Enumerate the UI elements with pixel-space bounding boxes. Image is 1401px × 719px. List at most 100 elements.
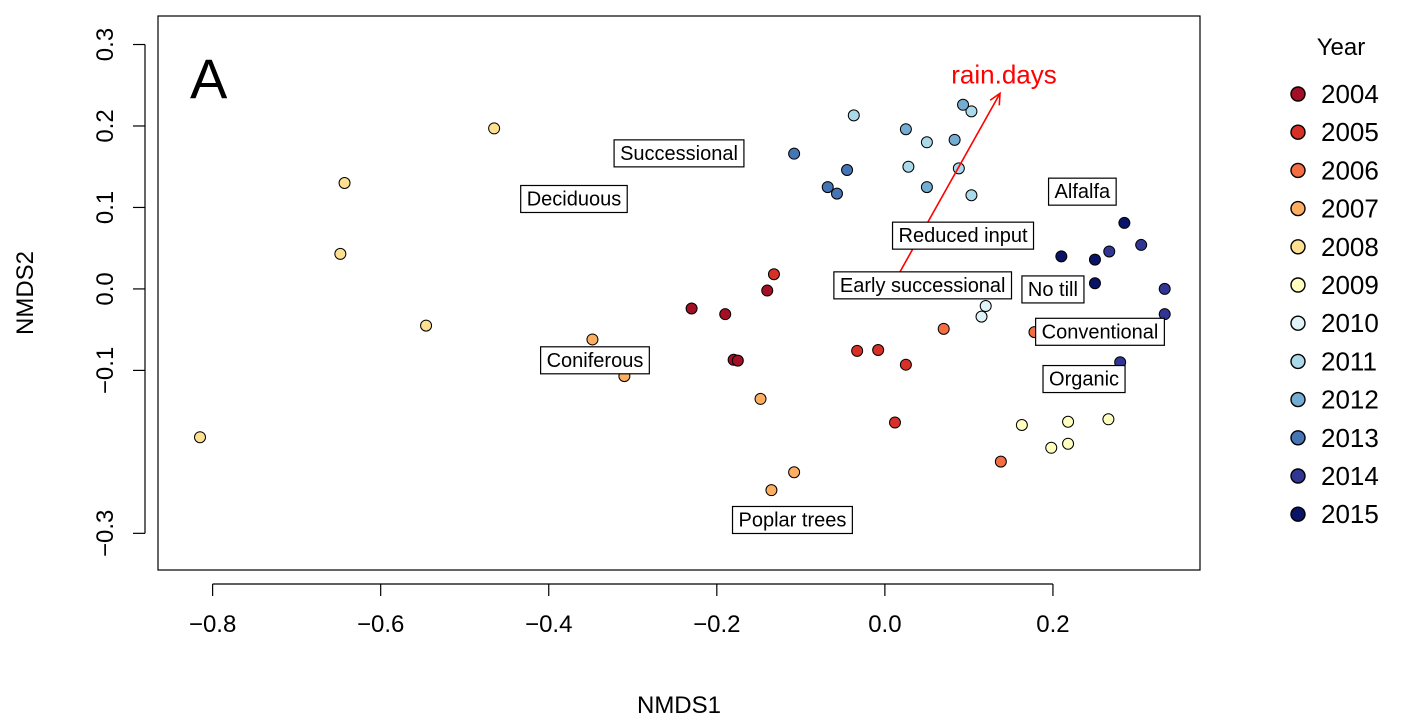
point-2014: [1103, 245, 1116, 258]
legend: Year 2004 2005 2006 2007 2008 2009 2010 2011 201…: [1290, 34, 1379, 529]
legend-swatch-2007: [1290, 200, 1306, 217]
point-2012: [957, 98, 970, 111]
y-tick-label: 0.3: [92, 28, 119, 61]
legend-swatch-2011: [1290, 353, 1306, 370]
point-2008: [420, 319, 433, 332]
legend-label: 2007: [1321, 194, 1379, 224]
point-2009: [1062, 437, 1075, 450]
panel-label: A: [190, 47, 228, 110]
site-label-box: [891, 221, 1035, 250]
point-2008: [334, 247, 347, 260]
site-label-box: [613, 139, 745, 168]
x-tick-label: 0.0: [868, 611, 901, 638]
point-2011: [847, 109, 860, 122]
point-2011: [965, 105, 978, 118]
point-2012: [899, 123, 912, 136]
point-2005: [767, 268, 780, 281]
point-2007: [788, 466, 801, 479]
y-tick-label: −0.1: [92, 347, 119, 394]
vector-shaft: [894, 93, 1001, 282]
site-label: Poplar trees: [731, 505, 853, 535]
y-tick-label: 0.0: [92, 272, 119, 305]
point-2005: [851, 344, 864, 357]
legend-label: 2009: [1321, 270, 1379, 300]
site-label-text: Coniferous: [547, 350, 644, 372]
site-label: Deciduous: [520, 184, 628, 214]
point-2010: [979, 300, 992, 313]
site-label-box: [520, 184, 628, 214]
legend-label: 2013: [1321, 423, 1379, 453]
legend-swatch-2015: [1290, 506, 1306, 522]
site-label-box: [1047, 177, 1117, 206]
vector-arrowhead: [989, 91, 1001, 106]
point-2012: [920, 181, 933, 194]
y-tick-label: −0.3: [92, 510, 119, 557]
site-label-text: Conventional: [1042, 321, 1159, 343]
point-2010: [975, 310, 988, 323]
site-label-text: Poplar trees: [739, 509, 847, 531]
point-2004: [685, 302, 698, 315]
point-2011: [965, 189, 978, 202]
legend-swatch-2012: [1290, 391, 1306, 408]
point-2008: [338, 177, 351, 190]
point-2004: [731, 354, 744, 367]
point-2013: [830, 187, 843, 200]
site-label-box: [1021, 275, 1085, 304]
point-2011: [920, 136, 933, 149]
point-2013: [821, 181, 834, 194]
legend-label: 2006: [1321, 155, 1379, 185]
point-2013: [788, 147, 801, 160]
legend-swatch-2005: [1290, 124, 1306, 140]
point-2008: [194, 431, 207, 444]
x-tick-label: −0.8: [189, 611, 236, 638]
legend-label: 2010: [1321, 308, 1379, 338]
point-2015: [1088, 277, 1101, 290]
point-2009: [1045, 441, 1058, 454]
point-2011: [902, 160, 915, 173]
legend-swatch-2014: [1290, 468, 1306, 484]
plot-frame: [157, 15, 1201, 571]
site-label: Successional: [613, 139, 745, 168]
site-label-box: [540, 346, 650, 375]
x-axis-label: NMDS1: [637, 692, 721, 719]
y-tick-label: 0.2: [92, 109, 119, 142]
legend-label: 2008: [1321, 232, 1379, 262]
point-2004: [719, 308, 732, 321]
site-label-text: Deciduous: [527, 188, 622, 210]
site-labels: Successional Deciduous Alfalfa Reduced inpu…: [520, 139, 1165, 535]
x-tick-label: 0.2: [1036, 611, 1069, 638]
point-2009: [1015, 418, 1028, 431]
site-label-box: [731, 505, 853, 535]
point-2015: [1118, 216, 1131, 229]
site-label-text: Alfalfa: [1055, 181, 1111, 203]
site-label: Conventional: [1035, 317, 1165, 346]
site-label: Organic: [1042, 364, 1126, 394]
x-tick-label: −0.2: [693, 611, 740, 638]
legend-label: 2011: [1321, 346, 1377, 376]
site-label: Reduced input: [891, 221, 1035, 250]
site-label-text: Successional: [620, 143, 738, 165]
site-label-text: Organic: [1049, 369, 1119, 391]
site-label-box: [833, 271, 1013, 300]
site-label-text: Reduced input: [899, 225, 1028, 247]
point-2015: [1088, 253, 1101, 266]
site-label: Coniferous: [540, 346, 650, 375]
legend-label: 2004: [1321, 79, 1379, 109]
vector-label: rain.days: [951, 59, 1057, 89]
point-2006: [937, 322, 950, 335]
legend-swatch-2006: [1290, 162, 1306, 179]
x-tick-label: −0.4: [525, 611, 572, 638]
legend-title: Year: [1317, 34, 1366, 61]
point-2009: [1102, 413, 1115, 426]
point-2008: [488, 122, 501, 135]
site-label-text: Early successional: [840, 275, 1006, 297]
site-label: Alfalfa: [1047, 177, 1117, 206]
point-2014: [1135, 238, 1148, 251]
site-label: Early successional: [833, 271, 1013, 300]
legend-label: 2005: [1321, 117, 1379, 147]
point-2014: [1158, 282, 1171, 295]
site-label-text: No till: [1028, 279, 1078, 301]
point-2005: [888, 416, 901, 429]
legend-swatch-2009: [1290, 277, 1306, 293]
